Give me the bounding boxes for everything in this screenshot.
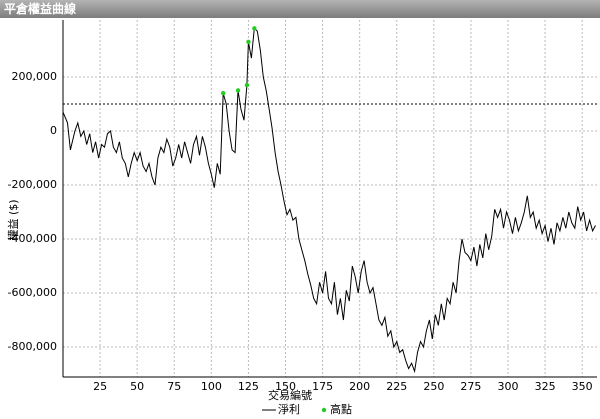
y-tick-label: -800,000 [8,340,57,353]
x-tick-label: 75 [167,380,181,393]
x-tick-label: 175 [312,380,333,393]
x-tick-label: 300 [498,380,519,393]
y-tick-label: -200,000 [8,178,57,191]
x-tick-label: 50 [130,380,144,393]
equity-line [62,27,596,374]
x-tick-label: 325 [535,380,556,393]
x-tick-label: 225 [386,380,407,393]
y-axis-label: 權益 ($) [6,199,20,240]
legend-label: 高點 [330,402,352,416]
legend-marker [321,407,327,413]
y-tick-label: 200,000 [12,70,58,83]
high-point [252,26,257,31]
high-point [235,88,241,93]
high-point [221,90,226,96]
x-tick-label: 25 [93,380,107,393]
x-axis-label: 交易編號 [268,388,312,402]
x-tick-label: 150 [275,380,296,393]
title-bar: 平倉權益曲線 [0,0,600,18]
y-tick-label: -400,000 [8,232,57,245]
x-tick-label: 200 [349,380,370,393]
x-tick-label: 125 [238,380,259,393]
y-tick-label: 0 [50,124,57,137]
y-tick-label: -600,000 [8,286,57,299]
x-tick-label: 250 [423,380,444,393]
x-tick-label: 275 [460,380,481,393]
high-point [246,39,251,45]
x-tick-label: 100 [201,380,222,393]
high-point [244,82,250,88]
x-tick-label: 350 [572,380,593,393]
legend-label: 淨利 [278,403,300,416]
